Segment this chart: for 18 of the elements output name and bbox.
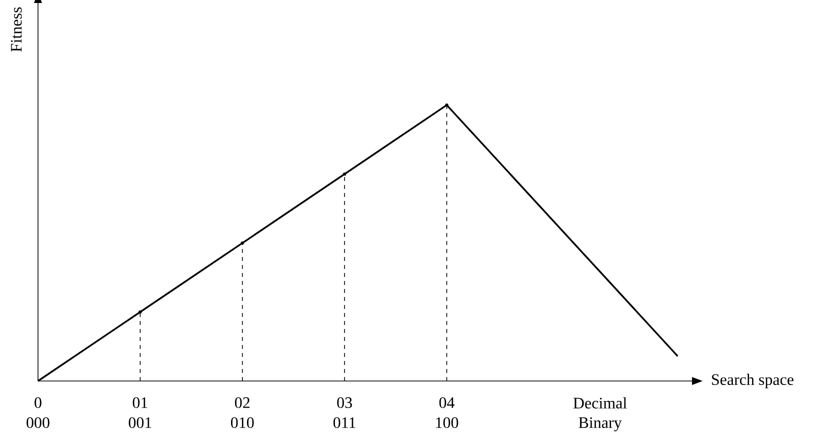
x-tick-label: 0 bbox=[34, 397, 42, 408]
text: 100 bbox=[436, 417, 458, 428]
text: 010 bbox=[230, 417, 254, 428]
x-tick-label: 01 bbox=[132, 397, 148, 408]
x-tick-label: 02 bbox=[234, 397, 250, 408]
text: 001 bbox=[128, 417, 152, 428]
text: 000 bbox=[26, 417, 50, 428]
point bbox=[138, 310, 142, 314]
point bbox=[240, 241, 244, 245]
x-tick-label: Decimal bbox=[573, 397, 627, 409]
y-axis-title: Fitness bbox=[10, 7, 22, 52]
x-axis-title: Search space bbox=[712, 374, 794, 388]
point bbox=[445, 103, 448, 107]
point bbox=[342, 172, 346, 176]
text: 011 bbox=[333, 417, 356, 428]
text: Binary bbox=[578, 417, 622, 432]
x-tick-label: 04 bbox=[439, 397, 455, 408]
x-tick-label: 03 bbox=[337, 397, 352, 408]
